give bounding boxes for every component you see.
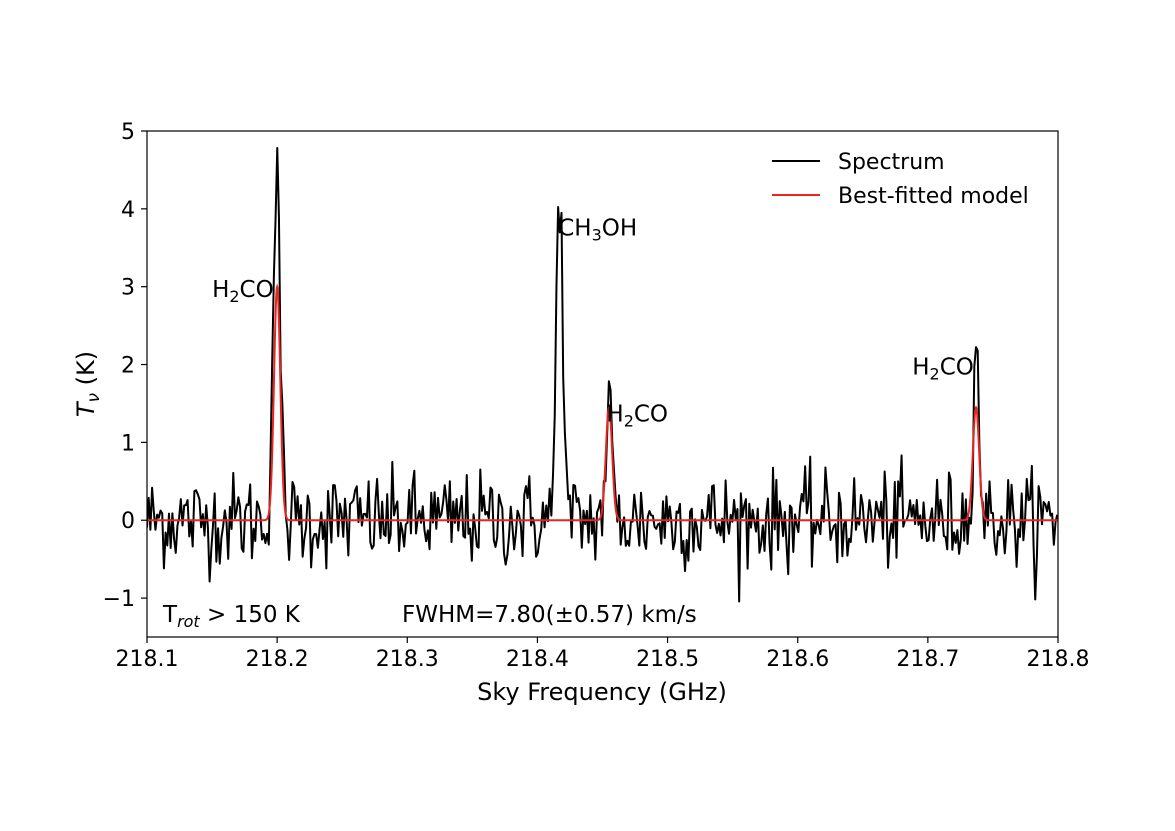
model-line [147, 283, 1058, 522]
line-label: H2CO [212, 277, 274, 306]
line-label: CH3OH [558, 215, 637, 244]
line-label: H2CO [912, 355, 974, 384]
y-tick-label: 2 [121, 354, 135, 379]
x-axis-label: Sky Frequency (GHz) [477, 678, 727, 706]
x-tick-label: 218.4 [506, 647, 569, 672]
y-tick-label: 4 [121, 198, 135, 223]
x-tick-label: 218.1 [116, 647, 179, 672]
fwhm-text: FWHM=7.80(±0.57) km/s [402, 602, 697, 628]
plot-frame [146, 130, 1059, 638]
y-tick-label: 3 [121, 276, 135, 301]
x-tick-label: 218.7 [896, 647, 959, 672]
legend-label-spectrum: Spectrum [838, 150, 945, 175]
x-tick-label: 218.6 [766, 647, 829, 672]
x-tick-label: 218.8 [1027, 647, 1090, 672]
legend: Spectrum Best-fitted model [772, 150, 1029, 209]
plot-area [146, 130, 1059, 638]
y-tick-label: 5 [121, 120, 135, 145]
y-tick-label: 0 [121, 509, 135, 534]
legend-label-model: Best-fitted model [838, 184, 1029, 209]
y-axis-label: Tν (K) [72, 351, 104, 417]
x-tick-label: 218.3 [376, 647, 439, 672]
y-tick-label: −1 [103, 587, 135, 612]
x-tick-label: 218.2 [246, 647, 309, 672]
x-tick-label: 218.5 [636, 647, 699, 672]
line-label: H2CO [606, 401, 668, 430]
y-tick-label: 1 [121, 431, 135, 456]
line-annotations: H2CO CH3OH H2CO H2CO [212, 215, 974, 430]
axis-ticks: 218.1 218.2 218.3 218.4 218.5 218.6 218.7 218.8… [103, 120, 1090, 672]
trot-text: Trot > 150 K [162, 602, 301, 631]
